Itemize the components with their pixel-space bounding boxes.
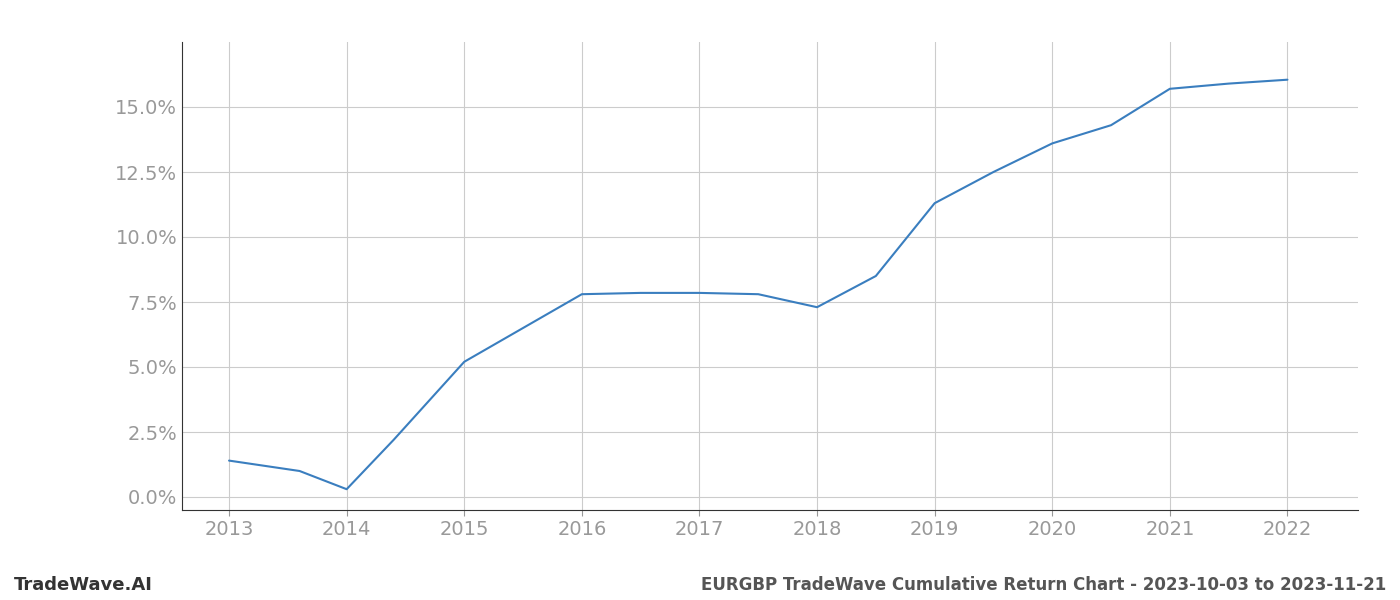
Text: TradeWave.AI: TradeWave.AI xyxy=(14,576,153,594)
Text: EURGBP TradeWave Cumulative Return Chart - 2023-10-03 to 2023-11-21: EURGBP TradeWave Cumulative Return Chart… xyxy=(701,576,1386,594)
